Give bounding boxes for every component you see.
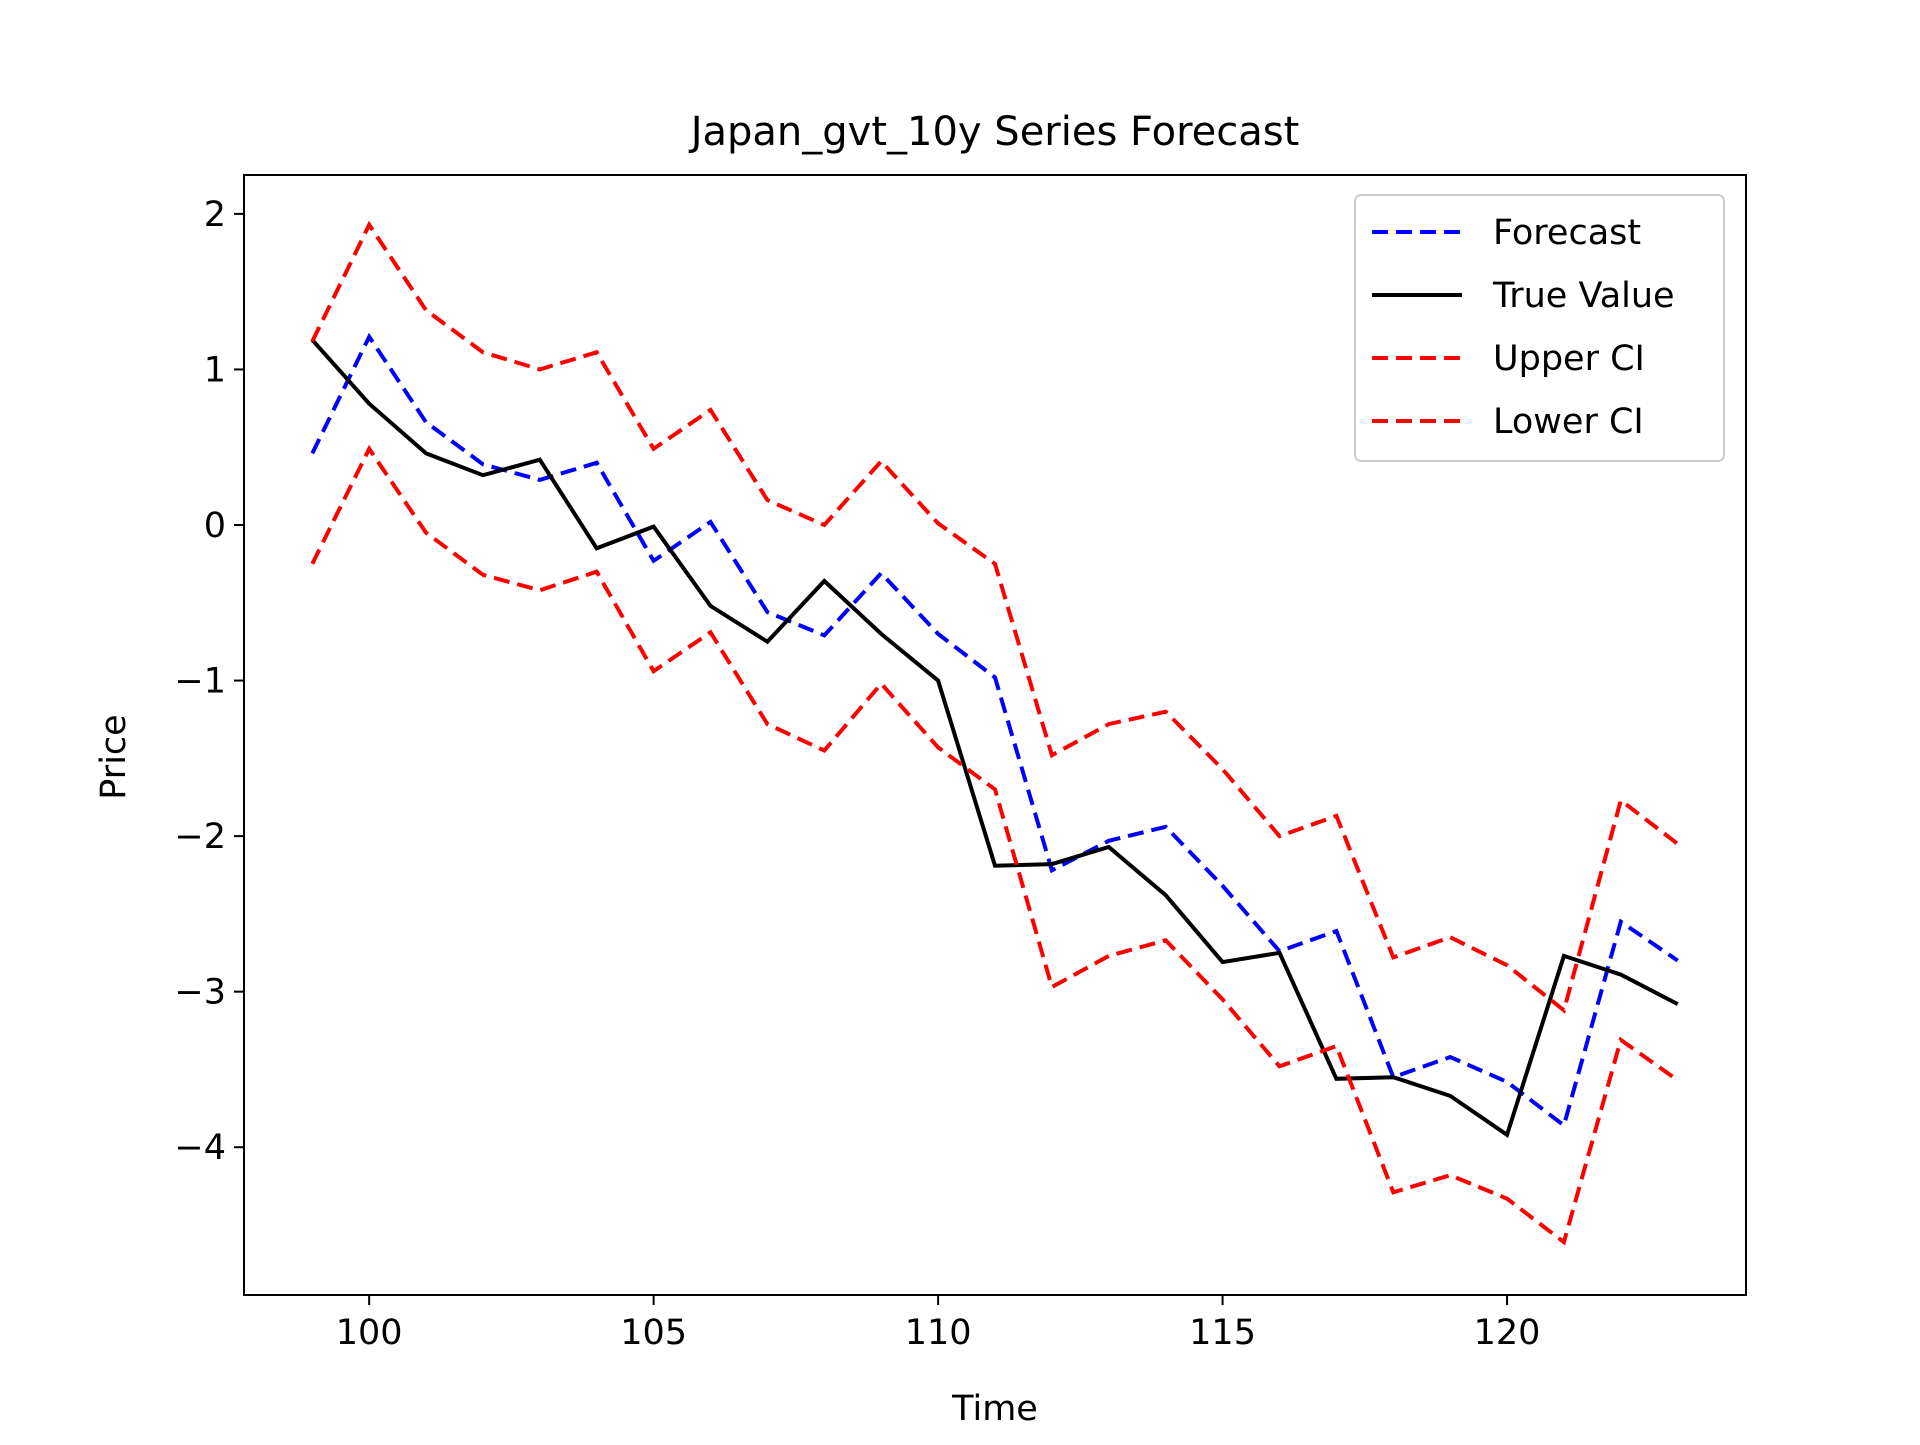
x-tick-label: 115: [1189, 1313, 1256, 1353]
plot-area-frame: [243, 174, 1747, 1296]
y-tick-label: −2: [174, 817, 226, 857]
x-axis-ticks: 100 105 110 115 120: [336, 1295, 1541, 1353]
x-axis-label: Time: [951, 1389, 1038, 1429]
legend-frame: [1354, 194, 1725, 462]
legend-label-forecast: Forecast: [1493, 213, 1641, 253]
series-line-upper-ci: [310, 220, 1679, 1014]
y-axis-label: Price: [94, 714, 134, 799]
x-tick-label: 120: [1474, 1313, 1541, 1353]
series-line-lower-ci: [310, 444, 1679, 1246]
y-tick-label: 1: [204, 350, 226, 390]
x-tick-label: 100: [336, 1313, 403, 1353]
legend: Forecast True Value Upper CI Lower CI: [1354, 194, 1725, 462]
y-tick-label: −1: [174, 662, 226, 702]
y-tick-label: 0: [204, 506, 226, 546]
y-axis-ticks: 2 1 0 −1 −2 −3 −4: [174, 195, 244, 1168]
legend-label-upper-ci: Upper CI: [1493, 339, 1645, 379]
series-line-true-value: [310, 338, 1679, 1138]
x-tick-label: 110: [905, 1313, 972, 1353]
series-line-forecast: [310, 332, 1679, 1129]
y-tick-label: −4: [174, 1128, 226, 1168]
y-tick-label: −3: [174, 973, 226, 1013]
y-tick-label: 2: [204, 195, 226, 235]
x-tick-label: 105: [620, 1313, 687, 1353]
legend-label-lower-ci: Lower CI: [1493, 402, 1644, 442]
chart-title: Japan_gvt_10y Series Forecast: [688, 109, 1300, 155]
series-layer: [310, 220, 1679, 1246]
legend-label-true-value: True Value: [1492, 276, 1675, 316]
